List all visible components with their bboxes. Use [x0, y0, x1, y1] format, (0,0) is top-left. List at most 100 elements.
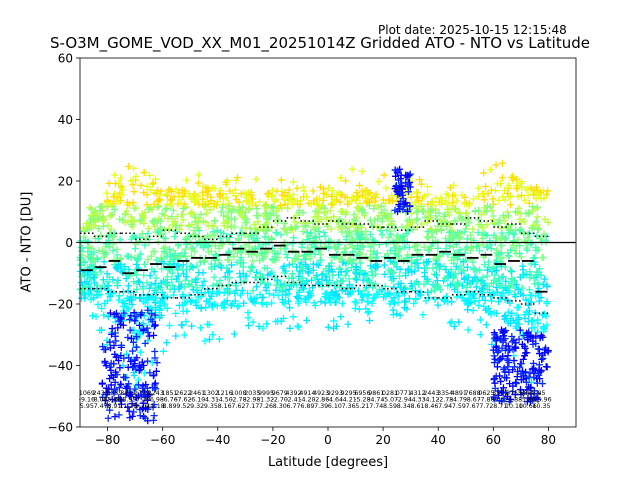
scatter-point: [316, 183, 324, 191]
scatter-point: [463, 279, 471, 287]
scatter-point: [136, 348, 144, 356]
scatter-point: [452, 197, 460, 205]
scatter-point: [482, 321, 490, 329]
scatter-point: [227, 231, 235, 239]
scatter-point: [531, 280, 539, 288]
scatter-point: [454, 279, 462, 287]
scatter-point: [249, 318, 257, 326]
outlier-point: [402, 199, 410, 207]
scatter-point: [505, 193, 513, 201]
scatter-point: [396, 265, 404, 273]
scatter-point: [253, 274, 261, 282]
outlier-point: [391, 206, 399, 214]
outlier-point: [151, 354, 159, 362]
scatter-point: [143, 191, 151, 199]
scatter-point: [373, 249, 381, 257]
scatter-point: [156, 306, 164, 314]
scatter-point: [227, 301, 235, 309]
bin-mean-label: -8.99: [120, 397, 136, 404]
bin-count-label: 9861: [368, 390, 384, 397]
scatter-point: [532, 292, 540, 300]
scatter-point: [543, 298, 551, 306]
scatter-point: [483, 272, 491, 280]
scatter-point: [199, 182, 207, 190]
scatter-point: [487, 245, 495, 253]
scatter-point: [404, 265, 412, 273]
outlier-point: [137, 311, 145, 319]
bin-mean-label: -2.86: [313, 397, 329, 404]
x-tick-label: 60: [486, 433, 501, 447]
scatter-point: [338, 218, 346, 226]
scatter-point: [403, 238, 411, 246]
scatter-point: [202, 209, 210, 217]
scatter-point: [533, 268, 541, 276]
scatter-point: [523, 246, 531, 254]
scatter-point: [140, 260, 148, 268]
scatter-point: [121, 218, 129, 226]
scatter-point: [136, 250, 144, 258]
scatter-point: [145, 294, 153, 302]
outlier-point: [395, 176, 403, 184]
outlier-point: [502, 389, 510, 397]
scatter-point: [469, 244, 477, 252]
bin-count-label: 1008: [230, 390, 246, 397]
bin-std-label: 7.62: [231, 403, 245, 410]
scatter-point: [256, 270, 264, 278]
bin-std-label: 8.16: [218, 403, 232, 410]
scatter-point: [261, 224, 269, 232]
scatter-point: [425, 277, 433, 285]
outlier-point: [146, 369, 154, 377]
outlier-point: [526, 369, 534, 377]
scatter-point: [291, 256, 299, 264]
scatter-point: [246, 267, 254, 275]
scatter-point: [394, 248, 402, 256]
outlier-point: [503, 392, 511, 400]
scatter-point: [219, 200, 227, 208]
scatter-point: [401, 297, 409, 305]
outlier-point: [526, 383, 534, 391]
scatter-point: [143, 295, 151, 303]
scatter-point: [299, 283, 307, 291]
scatter-point: [152, 189, 160, 197]
scatter-point: [119, 186, 127, 194]
scatter-point: [309, 187, 317, 195]
scatter-point: [521, 237, 529, 245]
scatter-point: [419, 207, 427, 215]
scatter-point: [412, 188, 420, 196]
scatter-point: [168, 188, 176, 196]
scatter-point: [262, 240, 270, 248]
scatter-point: [143, 279, 151, 287]
scatter-point: [536, 265, 544, 273]
scatter-point: [249, 287, 257, 295]
scatter-point: [282, 267, 290, 275]
scatter-point: [183, 176, 191, 184]
outlier-point: [131, 360, 139, 368]
scatter-point: [451, 205, 459, 213]
scatter-point: [95, 246, 103, 254]
scatter-point: [269, 257, 277, 265]
bin-std-label: 11.18: [147, 403, 165, 410]
outlier-point: [406, 202, 414, 210]
scatter-point: [405, 227, 413, 235]
scatter-point: [321, 208, 329, 216]
scatter-point: [186, 193, 194, 201]
scatter-point: [176, 199, 184, 207]
scatter-point: [185, 280, 193, 288]
x-tick-label: 20: [375, 433, 390, 447]
scatter-point: [264, 279, 272, 287]
scatter-point: [253, 205, 261, 213]
outlier-point: [493, 334, 501, 342]
bin-count-label: 2461: [189, 390, 205, 397]
scatter-point: [284, 194, 292, 202]
outlier-point: [523, 349, 531, 357]
scatter-point: [169, 291, 177, 299]
outlier-point: [522, 368, 530, 376]
scatter-point: [484, 266, 492, 274]
axes-layer: −80 −60 −40 −20 0 20 40 60 80 −60 −40 −20 0 20 40 60: [48, 52, 556, 448]
scatter-point: [403, 222, 411, 230]
scatter-point: [311, 226, 319, 234]
scatter-point: [436, 262, 444, 270]
scatter-point: [133, 285, 141, 293]
scatter-point: [432, 284, 440, 292]
bin-mean-label: -4.64: [327, 397, 343, 404]
